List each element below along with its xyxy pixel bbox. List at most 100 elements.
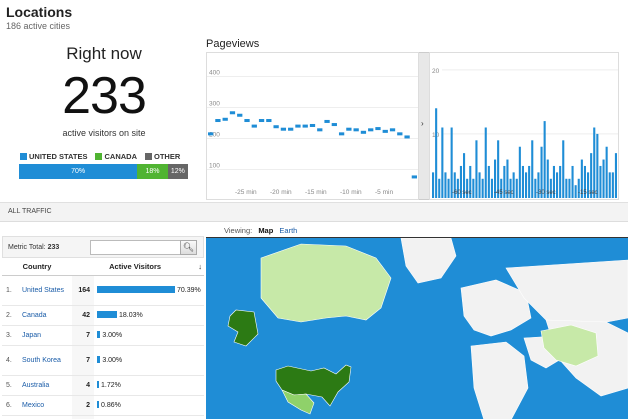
- per-second-bar: [546, 159, 549, 198]
- country-link[interactable]: China: [16, 415, 72, 419]
- visitor-share-cell: 0.86%: [94, 395, 204, 416]
- per-second-bar: [540, 146, 543, 198]
- x-tick-label: -20 min: [270, 189, 292, 196]
- legend-label: UNITED STATES: [29, 152, 88, 161]
- per-second-bar: [503, 165, 506, 198]
- legend-label: OTHER: [153, 152, 181, 161]
- pageviews-per-minute-chart: 400 300 200 100 -25 min -20 min -15 min -10 min…: [206, 52, 419, 200]
- per-second-bar: [583, 165, 586, 198]
- per-second-bar: [518, 146, 521, 198]
- table-body: 1. United States 164 70.39% 2. Canada 42 18.03%…: [2, 275, 204, 419]
- per-second-bar: [577, 178, 580, 198]
- map-canada[interactable]: [260, 243, 392, 323]
- map-mexico[interactable]: [281, 389, 315, 415]
- pageview-point: [397, 132, 403, 136]
- active-visitors-label: active visitors on site: [62, 128, 146, 138]
- x-tick-label: -25 min: [235, 189, 257, 196]
- per-second-bar: [552, 165, 555, 198]
- pageview-point: [382, 129, 388, 133]
- visitor-count: 4: [72, 375, 94, 396]
- locations-table: Country Active Visitors ↓ 1. United States…: [2, 258, 204, 419]
- per-second-bar: [472, 178, 475, 198]
- per-second-bar: [521, 165, 524, 198]
- y-tick-label: 100: [209, 163, 220, 170]
- pageview-point: [244, 119, 250, 123]
- share-segment-united-states: 70%: [19, 164, 138, 179]
- visitor-count: 7: [72, 325, 94, 346]
- column-header-active-visitors[interactable]: Active Visitors ↓: [72, 258, 204, 276]
- country-link[interactable]: Canada: [16, 305, 72, 326]
- legend-item-united-states: UNITED STATES: [20, 152, 87, 161]
- per-second-bar: [605, 146, 608, 198]
- map-alaska[interactable]: [227, 309, 259, 347]
- per-second-bar: [515, 178, 518, 198]
- active-visitors-count: 233: [62, 67, 147, 125]
- per-second-bar: [590, 153, 593, 198]
- country-link[interactable]: Japan: [16, 325, 72, 346]
- pageview-point: [288, 127, 294, 131]
- pageview-point: [280, 127, 287, 131]
- per-second-bar: [469, 165, 472, 198]
- row-index: 5.: [2, 375, 16, 396]
- visitor-share-bar: [97, 311, 117, 318]
- per-second-bar: [453, 172, 456, 198]
- pageview-point: [368, 128, 374, 132]
- table-row[interactable]: 4. South Korea 7 3.00%: [2, 345, 204, 376]
- header: Locations 186 active cities: [6, 4, 72, 31]
- visitor-share-percent: 18.03%: [118, 312, 143, 319]
- visitor-share-percent: 3.00%: [102, 357, 123, 364]
- per-second-bar: [509, 178, 512, 198]
- world-map[interactable]: [206, 237, 628, 419]
- column-header-country[interactable]: Country: [2, 258, 72, 276]
- per-second-bar: [537, 172, 540, 198]
- legend-item-other: OTHER: [144, 152, 181, 161]
- table-row[interactable]: 3. Japan 7 3.00%: [2, 325, 204, 346]
- table-row[interactable]: 7.China10.43%: [2, 415, 204, 419]
- legend-label: CANADA: [104, 152, 137, 161]
- per-second-bar: [441, 127, 444, 198]
- table-row[interactable]: 2. Canada 42 18.03%: [2, 305, 204, 326]
- visitor-share-cell: 0.43%: [94, 415, 204, 419]
- row-index: 3.: [2, 325, 16, 346]
- pageview-point: [222, 117, 228, 121]
- visitor-share-cell: 1.72%: [94, 375, 204, 396]
- per-second-bar: [459, 165, 462, 198]
- visitor-share-bar: [97, 401, 99, 408]
- map-africa[interactable]: [470, 341, 529, 419]
- per-minute-svg: 400 300 200 100 -25 min -20 min -15 min -10 min…: [207, 70, 418, 196]
- per-second-bar: [456, 178, 459, 198]
- y-tick-label: 400: [209, 70, 220, 77]
- pageview-point: [346, 127, 352, 131]
- per-second-bar: [487, 165, 490, 198]
- per-second-bar: [531, 140, 534, 198]
- country-link[interactable]: Australia: [16, 375, 72, 396]
- tab-earth[interactable]: Earth: [279, 226, 298, 235]
- per-second-bar: [608, 172, 611, 198]
- table-row[interactable]: 6. Mexico 2 0.86%: [2, 395, 204, 416]
- viewing-label: Viewing:: [224, 226, 253, 235]
- tab-map[interactable]: Map: [258, 226, 274, 235]
- chart-splitter[interactable]: ›: [419, 52, 429, 200]
- visitor-count: 2: [72, 395, 94, 416]
- per-second-bar: [497, 140, 500, 198]
- per-second-svg: 2010-60 sec-45 sec-30 sec-15 sec: [432, 68, 618, 198]
- pageview-point: [266, 119, 272, 123]
- per-second-bar: [450, 127, 453, 198]
- pageview-point: [389, 128, 396, 132]
- per-second-bar: [525, 172, 528, 198]
- pageview-point: [404, 135, 410, 139]
- search-input[interactable]: 🔍︎: [90, 240, 197, 255]
- per-second-bar: [534, 178, 537, 198]
- per-second-bar: [506, 159, 509, 198]
- table-row[interactable]: 1. United States 164 70.39%: [2, 275, 204, 306]
- country-link[interactable]: United States: [16, 275, 72, 306]
- country-link[interactable]: Mexico: [16, 395, 72, 416]
- map-europe[interactable]: [460, 279, 532, 337]
- table-row[interactable]: 5. Australia 4 1.72%: [2, 375, 204, 396]
- country-link[interactable]: South Korea: [16, 345, 72, 376]
- map-china[interactable]: [540, 324, 599, 367]
- per-second-bar: [466, 178, 469, 198]
- visitor-count: 1: [72, 415, 94, 419]
- map-greenland[interactable]: [400, 238, 457, 284]
- magnifier-icon[interactable]: 🔍︎: [180, 240, 197, 255]
